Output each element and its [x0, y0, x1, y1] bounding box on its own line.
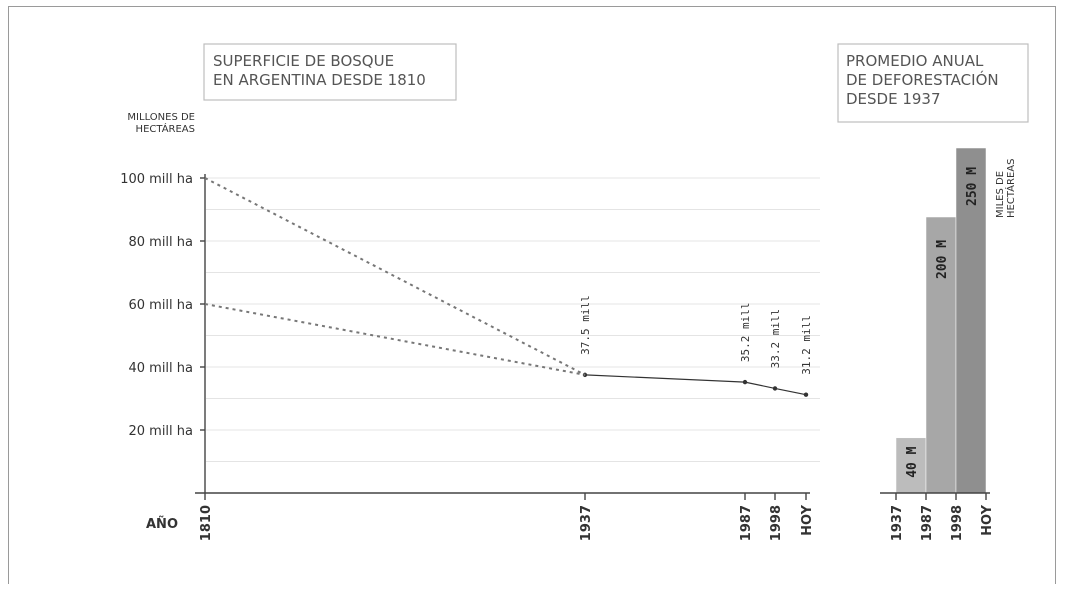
point-label: 35.2 mill — [739, 303, 752, 363]
bar-value-label: 200 M — [935, 240, 950, 279]
point-label: 33.2 mill — [769, 309, 782, 369]
bar-chart-bars — [895, 147, 987, 494]
x-tick-label: 1998 — [769, 505, 784, 541]
y-tick-label: 40 mill ha — [128, 361, 193, 376]
line-chart-yticks: 20 mill ha 40 mill ha 60 mill ha 80 mill ha… — [120, 172, 205, 439]
line-chart-title: SUPERFICIE DE BOSQUE EN ARGENTINA DESDE 1… — [213, 52, 426, 89]
line-chart-xticks: 1810 1937 1987 1998 HOY — [199, 493, 815, 541]
y-tick-label: 20 mill ha — [128, 424, 193, 439]
series-line-1 — [204, 177, 586, 376]
data-point — [772, 386, 778, 391]
bar-chart-title: PROMEDIO ANUAL DE DEFORESTACIÓN DESDE 1937 — [846, 52, 999, 108]
series-line-0 — [584, 374, 807, 396]
bar-chart-title-box: PROMEDIO ANUAL DE DEFORESTACIÓN DESDE 1937 — [837, 43, 1029, 123]
data-point — [803, 392, 809, 397]
data-point — [742, 379, 748, 385]
bar-chart-xticks: 1937 1987 1998 HOY — [890, 493, 995, 541]
bar-chart-value-labels: 40 M 200 M 250 M — [905, 167, 980, 478]
line-chart-point-labels: 37.5 mill 35.2 mill 33.2 mill 31.2 mill — [579, 295, 813, 374]
line-chart-series — [204, 177, 809, 397]
bar-1937-1987 — [895, 437, 927, 494]
bar-x-tick-label: 1998 — [950, 505, 965, 541]
line-chart-axes — [195, 174, 810, 494]
bar-x-tick-label: 1987 — [920, 505, 935, 541]
bar-x-tick-label: HOY — [980, 504, 995, 535]
bar-1998-HOY — [955, 147, 987, 494]
series-line-2 — [204, 303, 586, 376]
bar-x-tick-label: 1937 — [890, 505, 905, 541]
line-chart-ylabel: MILLONES DE HECTÁREAS — [127, 112, 195, 135]
y-tick-label: 100 mill ha — [120, 172, 193, 187]
figure-frame — [8, 6, 1056, 584]
line-chart-grid — [206, 177, 820, 462]
bar-chart-ylabel: MILES DEHECTÁREAS — [995, 159, 1017, 218]
point-label: 31.2 mill — [800, 315, 813, 375]
x-tick-label: 1810 — [199, 505, 214, 541]
point-label: 37.5 mill — [579, 295, 592, 355]
x-tick-label: 1987 — [739, 505, 754, 541]
line-chart-xlabel: AÑO — [146, 516, 178, 532]
x-tick-label: HOY — [800, 504, 815, 535]
x-tick-label: 1937 — [579, 505, 594, 541]
y-tick-label: 60 mill ha — [128, 298, 193, 313]
y-tick-label: 80 mill ha — [128, 235, 193, 250]
bar-value-label: 40 M — [905, 446, 920, 477]
line-chart-title-box: SUPERFICIE DE BOSQUE EN ARGENTINA DESDE 1… — [203, 43, 457, 101]
bar-value-label: 250 M — [965, 167, 980, 206]
